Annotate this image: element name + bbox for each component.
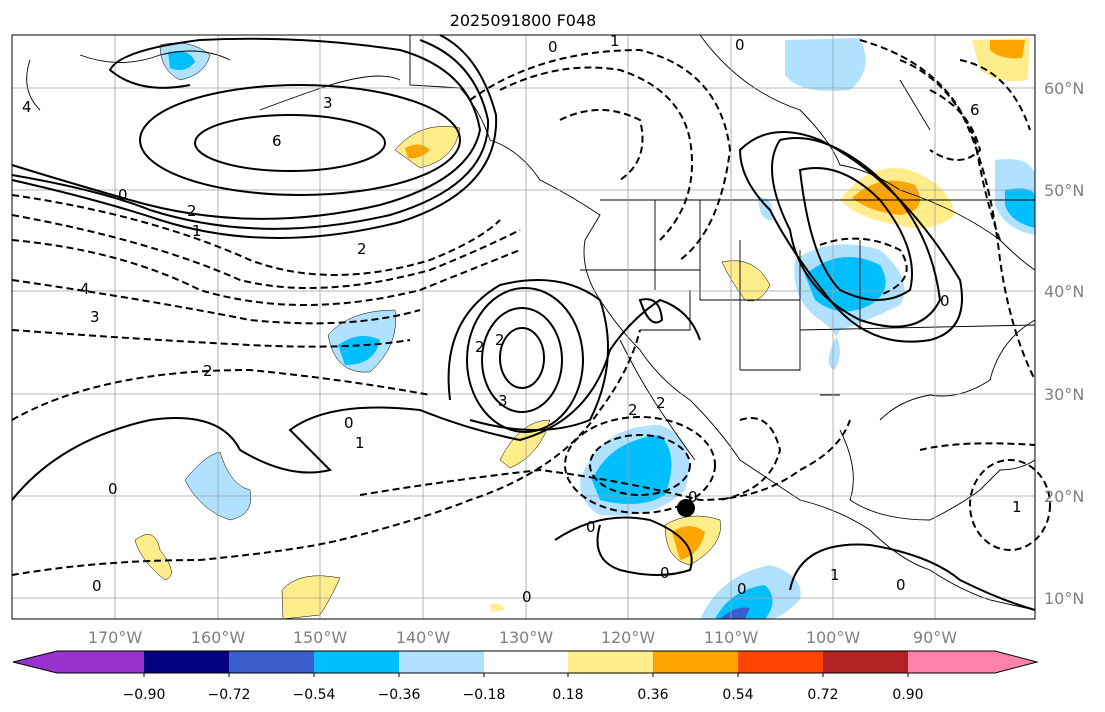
lon-label: 110°W <box>704 628 759 647</box>
lon-label: 130°W <box>499 628 554 647</box>
colorbar-swatch <box>738 651 823 673</box>
lat-label: 60°N <box>1044 79 1084 98</box>
colorbar-swatch <box>144 651 229 673</box>
contour-label: 2 <box>495 331 505 349</box>
contour-label: 0 <box>940 292 950 310</box>
storm-center-marker <box>677 499 695 517</box>
contour-label: 1 <box>192 222 202 240</box>
colorbar-outline <box>12 650 1039 674</box>
contour-lines <box>11 34 1051 611</box>
contour-label: 0 <box>548 38 558 56</box>
contour-label: 0 <box>344 414 354 432</box>
coastlines <box>26 34 1036 611</box>
colorbar-swatch <box>229 651 314 673</box>
colorbar-swatch <box>314 651 399 673</box>
lat-label: 50°N <box>1044 181 1084 200</box>
contour-label: 2 <box>475 338 485 356</box>
lon-label: 100°W <box>806 628 861 647</box>
colorbar-swatch <box>568 651 653 673</box>
contour-label: 1 <box>1012 498 1022 516</box>
map-area: 0 1 0 3 6 0 2 1 2 4 3 2 0 0 3 2 0 2 2 0 … <box>11 32 1051 620</box>
contour-label: 0 <box>108 480 118 498</box>
colorbar-swatch <box>484 651 568 673</box>
colorbar-tick-label: 0.72 <box>807 687 838 703</box>
lat-label: 10°N <box>1044 589 1084 608</box>
contour-label: 0 <box>522 588 532 606</box>
lat-label: 40°N <box>1044 282 1084 301</box>
colorbar-swatch <box>653 651 738 673</box>
lat-label: 20°N <box>1044 487 1084 506</box>
contour-label: 0 <box>118 186 128 204</box>
contour-label: 0 <box>586 518 596 536</box>
lon-label: 140°W <box>396 628 451 647</box>
contour-label: 2 <box>203 362 213 380</box>
colorbar-tick-label: 0.90 <box>892 687 923 703</box>
lon-label: 90°W <box>913 628 957 647</box>
colorbar-tick-label: −0.18 <box>463 687 506 703</box>
colorbar-swatch-extend-high <box>908 651 1037 673</box>
contour-label: 0 <box>660 564 670 582</box>
colorbar-tick-label: −0.54 <box>293 687 336 703</box>
contour-label: 0 <box>896 576 906 594</box>
colorbar <box>12 650 1039 677</box>
contour-label: 2 <box>357 240 367 258</box>
longitude-labels: 170°W 160°W 150°W 140°W 130°W 120°W 110°… <box>88 628 957 647</box>
colorbar-ticks: −0.90 −0.72 −0.54 −0.36 −0.18 0.18 0.36 … <box>123 687 924 703</box>
contour-label: 4 <box>22 98 32 116</box>
contour-label: 2 <box>628 401 638 419</box>
lon-label: 150°W <box>293 628 348 647</box>
lon-label: 160°W <box>191 628 246 647</box>
colorbar-swatch-extend-low <box>13 651 144 673</box>
contour-label: 4 <box>80 280 90 298</box>
contour-label: 1 <box>355 434 365 452</box>
colorbar-tick-label: 0.54 <box>722 687 753 703</box>
lon-label: 120°W <box>601 628 656 647</box>
contour-label: 6 <box>272 132 282 150</box>
lat-label: 30°N <box>1044 385 1084 404</box>
map-frame <box>11 34 1036 620</box>
colorbar-tick-label: −0.90 <box>123 687 166 703</box>
contour-label: 2 <box>656 394 666 412</box>
colorbar-tick-label: 0.18 <box>552 687 583 703</box>
contour-label: 3 <box>498 392 508 410</box>
contour-labels: 0 1 0 3 6 0 2 1 2 4 3 2 0 0 3 2 0 2 2 0 … <box>22 32 1022 606</box>
colorbar-swatch <box>399 651 484 673</box>
latitude-labels: 60°N 50°N 40°N 30°N 20°N 10°N <box>1044 79 1084 608</box>
map-title: 2025091800 F048 <box>450 11 597 30</box>
colorbar-tick-label: 0.36 <box>637 687 668 703</box>
contour-label: 3 <box>90 308 100 326</box>
colorbar-tick-label: −0.36 <box>378 687 421 703</box>
colorbar-swatch <box>823 651 908 673</box>
contour-label: 6 <box>970 101 980 119</box>
contour-label: 1 <box>830 566 840 584</box>
contour-label: 0 <box>735 36 745 54</box>
contour-label: 0 <box>92 577 102 595</box>
contour-label: 0 <box>737 580 747 598</box>
graticule <box>12 35 1035 619</box>
contour-label: 2 <box>187 202 197 220</box>
contour-label: 3 <box>323 94 333 112</box>
colorbar-tick-label: −0.72 <box>208 687 251 703</box>
contour-label: 0 <box>688 488 698 506</box>
lon-label: 170°W <box>88 628 143 647</box>
contour-label: 1 <box>610 32 620 50</box>
